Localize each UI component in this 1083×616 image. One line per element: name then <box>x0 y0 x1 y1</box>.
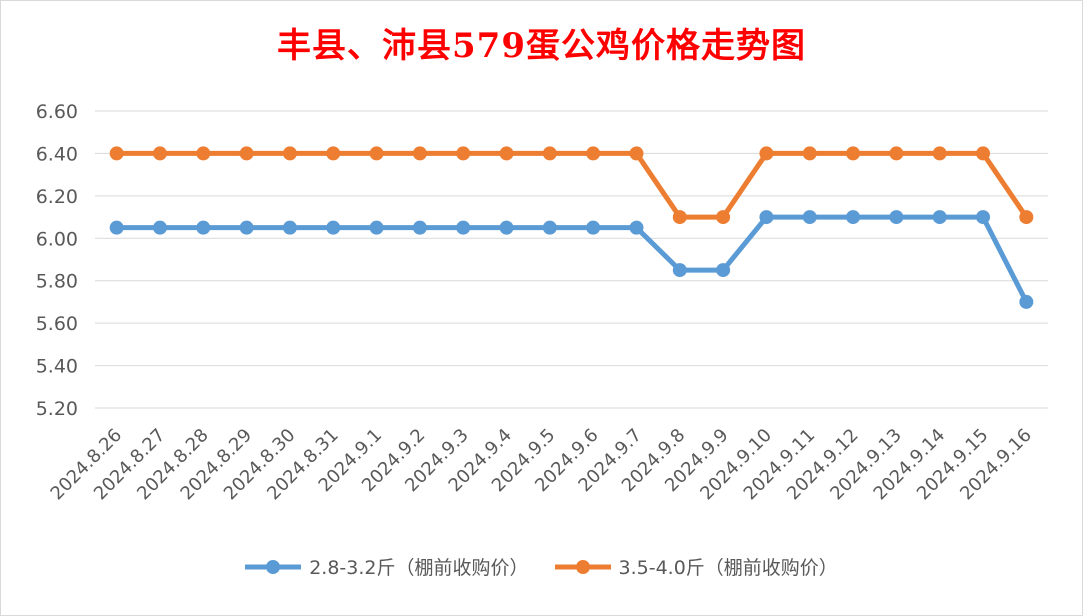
data-point-series-2 <box>672 210 687 225</box>
legend-marker-series-2 <box>554 559 611 574</box>
data-point-series-1 <box>629 220 644 235</box>
y-axis-tick-labels: 5.20 5.40 5.60 5.80 6.00 6.20 6.40 6.60 <box>36 101 78 420</box>
y-tick-label: 6.00 <box>36 228 78 250</box>
y-tick-label: 6.20 <box>36 186 78 208</box>
data-point-series-1 <box>759 210 774 225</box>
data-point-series-1 <box>846 210 861 225</box>
chart-title: 丰县、沛县579蛋公鸡价格走势图 <box>277 26 806 66</box>
data-point-series-2 <box>586 146 601 161</box>
data-point-series-2 <box>152 146 167 161</box>
y-tick-label: 5.60 <box>36 313 78 335</box>
data-point-series-2 <box>889 146 904 161</box>
data-point-series-1 <box>889 210 904 225</box>
data-point-series-1 <box>326 220 341 235</box>
data-point-series-2 <box>326 146 341 161</box>
y-tick-label: 6.60 <box>36 101 78 123</box>
data-point-series-1 <box>369 220 384 235</box>
data-point-series-2 <box>802 146 817 161</box>
data-point-series-2 <box>456 146 471 161</box>
data-point-series-2 <box>239 146 254 161</box>
legend-marker-series-1 <box>245 559 302 574</box>
data-point-series-2 <box>369 146 384 161</box>
data-point-series-1 <box>976 210 991 225</box>
data-point-series-2 <box>759 146 774 161</box>
y-tick-label: 5.80 <box>36 271 78 293</box>
y-tick-label: 6.40 <box>36 143 78 165</box>
y-tick-label: 5.40 <box>36 356 78 378</box>
data-point-series-2 <box>932 146 947 161</box>
data-point-series-1 <box>542 220 557 235</box>
data-point-series-1 <box>1019 294 1034 309</box>
data-point-series-1 <box>239 220 254 235</box>
data-point-series-2 <box>109 146 124 161</box>
data-point-series-2 <box>716 210 731 225</box>
data-point-series-2 <box>1019 210 1034 225</box>
data-point-series-2 <box>196 146 211 161</box>
x-axis-tick-labels: 2024.8.262024.8.272024.8.282024.8.292024… <box>47 425 1036 505</box>
data-point-series-1 <box>932 210 947 225</box>
data-point-series-1 <box>499 220 514 235</box>
data-point-series-2 <box>542 146 557 161</box>
legend-item-series-1: 2.8-3.2斤（棚前收购价） <box>245 553 529 580</box>
data-point-series-1 <box>586 220 601 235</box>
legend-item-series-2: 3.5-4.0斤（棚前收购价） <box>554 553 838 580</box>
data-point-series-1 <box>196 220 211 235</box>
data-point-series-2 <box>846 146 861 161</box>
legend: 2.8-3.2斤（棚前收购价） 3.5-4.0斤（棚前收购价） <box>0 553 1083 580</box>
legend-label-series-2: 3.5-4.0斤（棚前收购价） <box>618 557 838 579</box>
legend-label-series-1: 2.8-3.2斤（棚前收购价） <box>309 557 529 579</box>
series-layer <box>109 146 1034 309</box>
data-point-series-1 <box>716 263 731 278</box>
data-point-series-2 <box>412 146 427 161</box>
data-point-series-2 <box>499 146 514 161</box>
data-point-series-1 <box>282 220 297 235</box>
series-line-2 <box>114 150 1029 220</box>
data-point-series-1 <box>109 220 124 235</box>
series-line-1 <box>114 214 1029 305</box>
data-point-series-1 <box>412 220 427 235</box>
data-point-series-1 <box>456 220 471 235</box>
y-tick-label: 5.20 <box>36 398 78 420</box>
data-point-series-1 <box>802 210 817 225</box>
data-point-series-2 <box>282 146 297 161</box>
data-point-series-2 <box>629 146 644 161</box>
data-point-series-1 <box>152 220 167 235</box>
data-point-series-1 <box>672 263 687 278</box>
data-point-series-2 <box>976 146 991 161</box>
